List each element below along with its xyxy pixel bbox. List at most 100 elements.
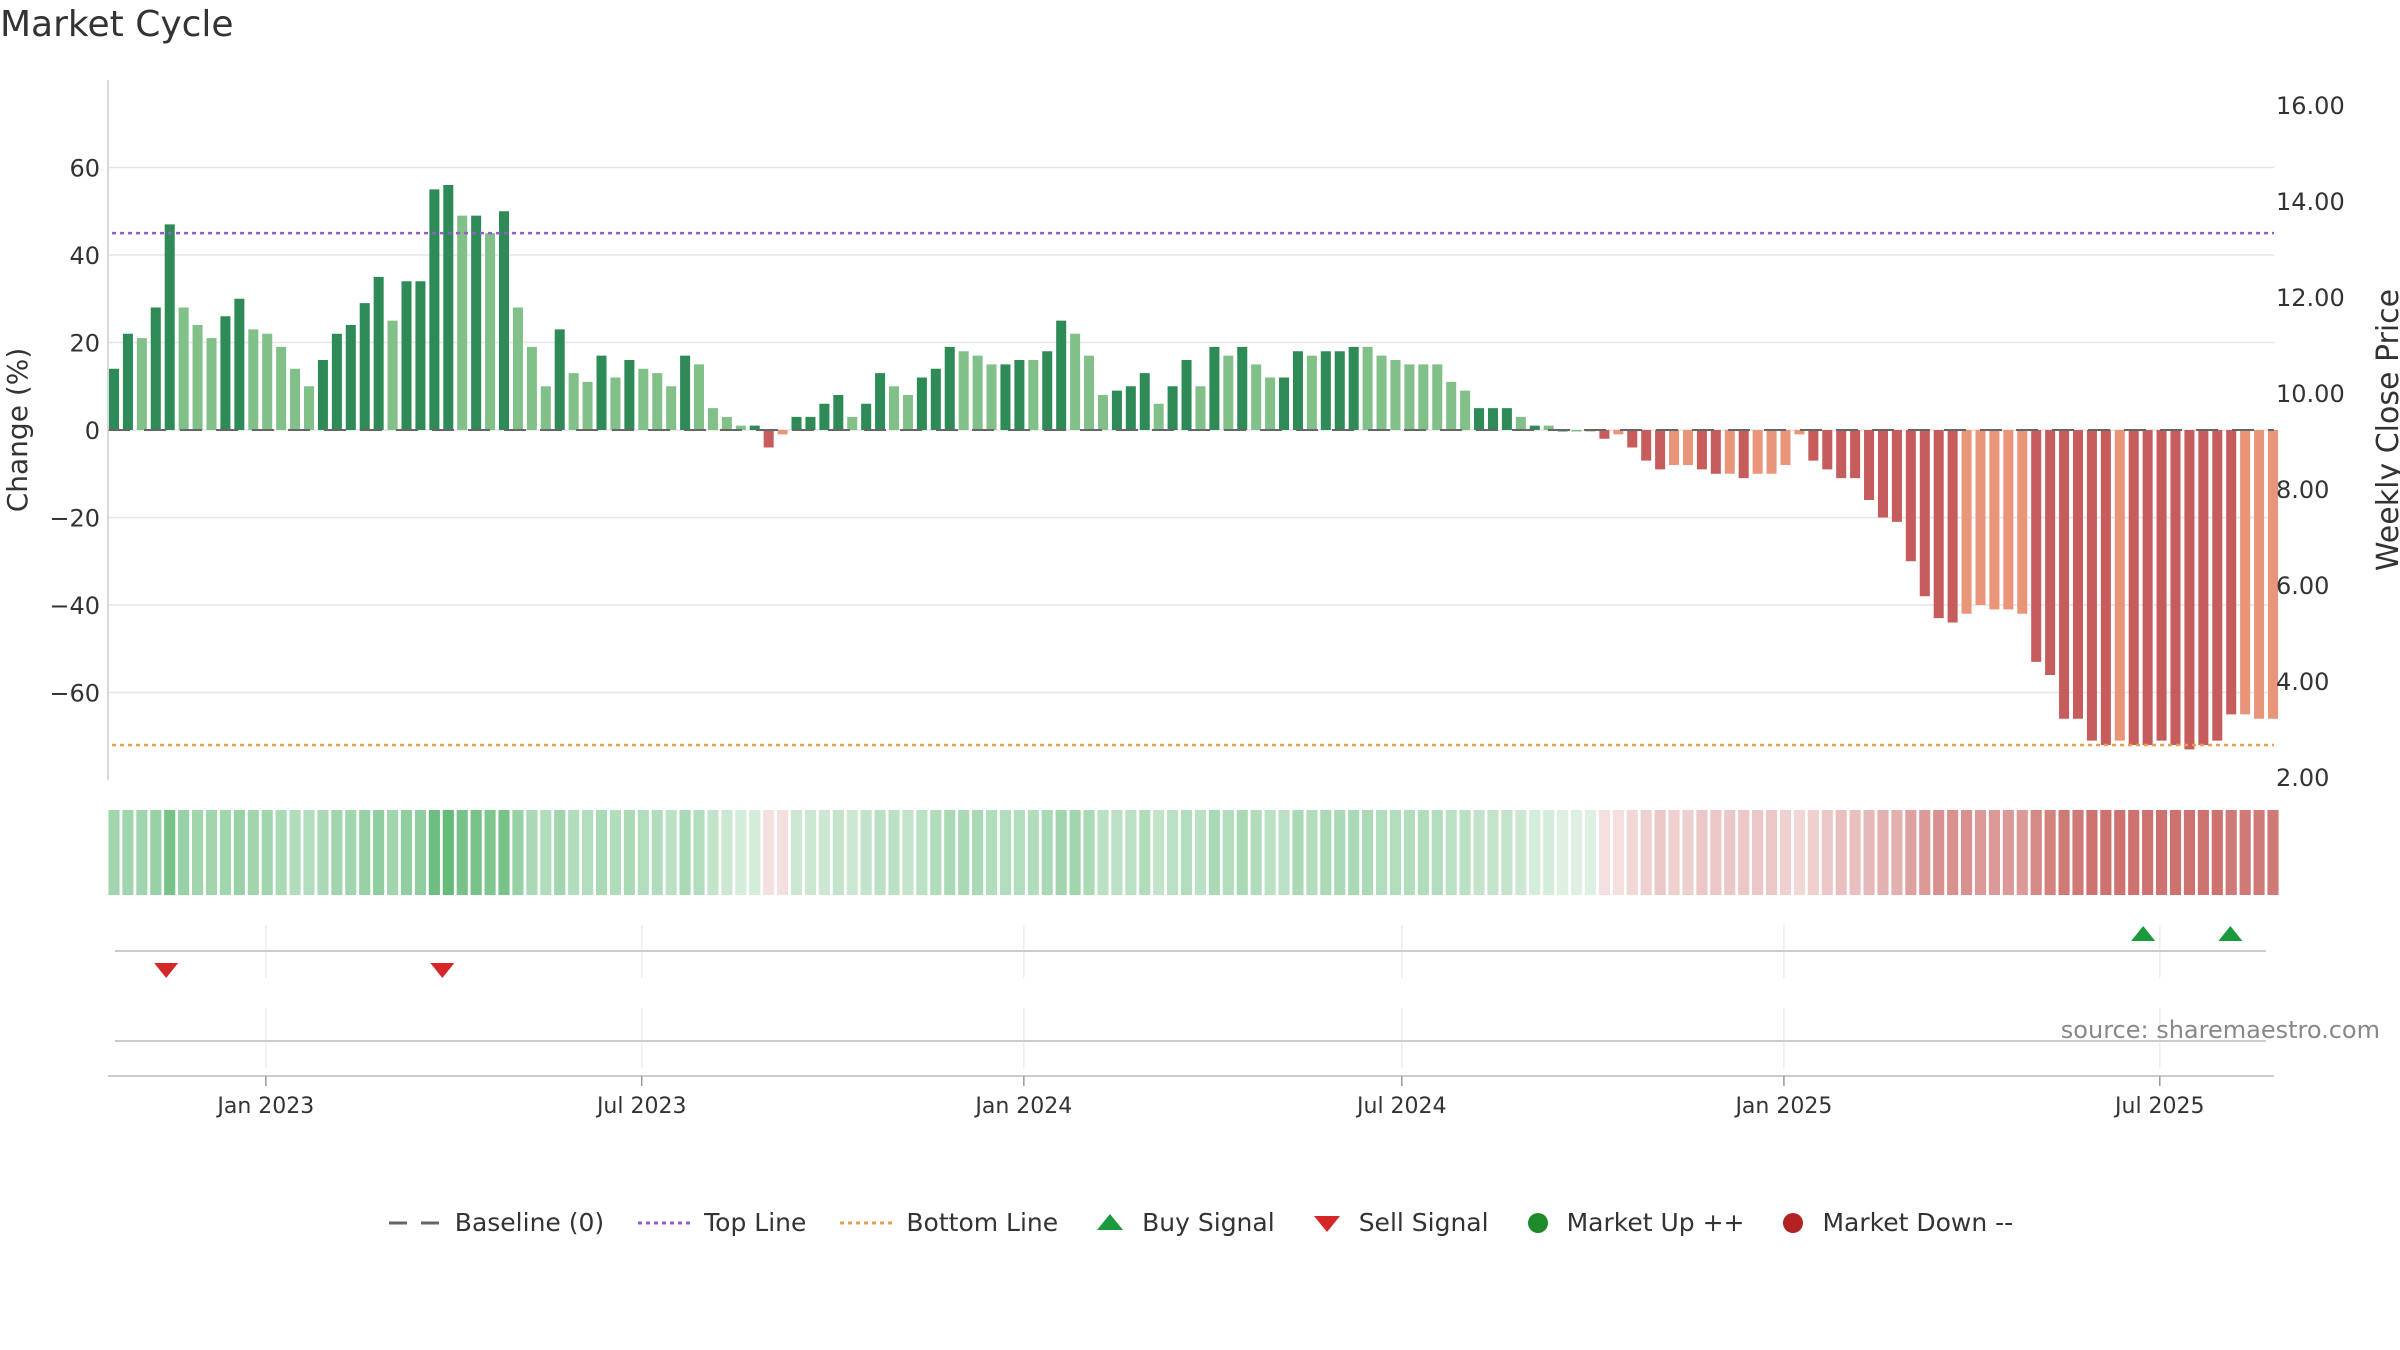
lines-layer xyxy=(108,231,2274,747)
heat-cell xyxy=(2100,810,2112,895)
bar xyxy=(1320,351,1331,430)
heat-cell xyxy=(1947,810,1959,895)
bar xyxy=(1655,430,1666,470)
heat-cell xyxy=(136,810,148,895)
heat-cell xyxy=(1389,810,1402,895)
bar xyxy=(1014,360,1025,430)
heat-cell xyxy=(1515,810,1527,895)
bar xyxy=(415,281,426,430)
axis-layer: 60 40 20 0 −20 −40 −60 16.00 14.00 12.00 10.00 8.00… xyxy=(1,80,2400,792)
bar xyxy=(276,346,287,431)
heat-cell xyxy=(2239,810,2251,895)
bar xyxy=(317,360,328,430)
y-tick-label: −60 xyxy=(49,680,100,708)
bar xyxy=(1864,430,1875,500)
bar xyxy=(721,416,732,431)
heat-cell xyxy=(1543,810,1555,895)
legend-label-sell-signal: Sell Signal xyxy=(1358,1208,1489,1237)
bar xyxy=(2128,430,2139,745)
heat-cell xyxy=(1180,810,1193,895)
x-tick-label: Jan 2025 xyxy=(1733,1094,1832,1119)
legend-label-bottom-line: Bottom Line xyxy=(906,1208,1059,1237)
heat-cell xyxy=(247,810,259,895)
heat-cell xyxy=(373,810,385,895)
bar xyxy=(2254,430,2265,719)
legend-label-baseline: Baseline (0) xyxy=(454,1208,605,1237)
heat-cell xyxy=(1557,810,1569,895)
bar xyxy=(2226,430,2237,715)
bar xyxy=(1696,430,1707,470)
heat-cell xyxy=(972,810,984,895)
bar xyxy=(1111,390,1122,431)
bar xyxy=(164,224,175,431)
x-tick-label: Jul 2023 xyxy=(595,1094,687,1119)
heat-cell xyxy=(1821,810,1833,895)
bar xyxy=(889,386,900,430)
heat-cell xyxy=(832,810,844,895)
heat-cell xyxy=(2044,810,2056,895)
bar xyxy=(2240,430,2251,715)
heat-cell xyxy=(1041,810,1053,895)
bar xyxy=(861,403,872,430)
bar xyxy=(944,346,955,431)
heat-cell xyxy=(359,810,371,895)
bar xyxy=(1028,360,1039,430)
heat-cell xyxy=(1570,810,1583,895)
heat-cell xyxy=(2267,810,2279,895)
bar xyxy=(1961,430,1972,614)
heat-cell xyxy=(985,810,998,895)
heat-cell xyxy=(484,810,496,895)
bar xyxy=(596,355,607,431)
bar xyxy=(2045,430,2056,675)
bar xyxy=(1613,430,1624,435)
heat-cell xyxy=(1849,810,1861,895)
heat-cell xyxy=(944,810,956,895)
heat-cell xyxy=(1431,810,1443,895)
heat-cell xyxy=(1264,810,1276,895)
bar xyxy=(122,333,133,430)
bar xyxy=(1362,346,1373,431)
heat-cell xyxy=(1765,810,1778,895)
buy-signal-marker xyxy=(2218,926,2243,941)
heat-cell xyxy=(777,810,789,895)
heat-cell xyxy=(1362,810,1374,895)
heat-cell xyxy=(582,810,594,895)
heat-cell xyxy=(2016,810,2028,895)
bar xyxy=(1947,430,1958,623)
heat-cell xyxy=(317,810,329,895)
heat-cell xyxy=(1487,810,1499,895)
heat-cell xyxy=(1584,810,1597,895)
bar xyxy=(331,333,342,430)
heat-cell xyxy=(1403,810,1415,895)
bar xyxy=(2100,430,2111,745)
heat-cell xyxy=(1111,810,1123,895)
heat-cell xyxy=(1306,810,1318,895)
bar xyxy=(1724,430,1735,474)
bar xyxy=(1682,430,1693,465)
legend-item-baseline: Baseline (0) xyxy=(387,1208,604,1237)
bar xyxy=(1808,430,1819,461)
bar xyxy=(1877,430,1888,518)
heat-cell xyxy=(2211,810,2223,895)
heat-cell xyxy=(233,810,245,895)
heat-cell xyxy=(1139,810,1151,895)
bar xyxy=(1919,430,1930,597)
heat-cell xyxy=(1027,810,1039,895)
dotted-orange-line-icon xyxy=(840,1221,893,1224)
heat-cell xyxy=(540,810,552,895)
bar xyxy=(1348,346,1359,431)
bar xyxy=(986,364,997,431)
heat-cell xyxy=(2183,810,2195,895)
bar xyxy=(694,364,705,431)
heat-cell xyxy=(2114,810,2126,895)
bar xyxy=(1279,377,1290,430)
bar xyxy=(373,276,384,431)
heat-cell xyxy=(108,810,120,895)
heat-cell xyxy=(595,810,608,895)
heat-cell xyxy=(1724,810,1736,895)
legend-label-market-down: Market Down -- xyxy=(1822,1208,2014,1237)
heat-cell xyxy=(1779,810,1792,895)
bar xyxy=(1181,360,1192,430)
heat-cell xyxy=(1626,810,1638,895)
bar xyxy=(2072,430,2084,719)
